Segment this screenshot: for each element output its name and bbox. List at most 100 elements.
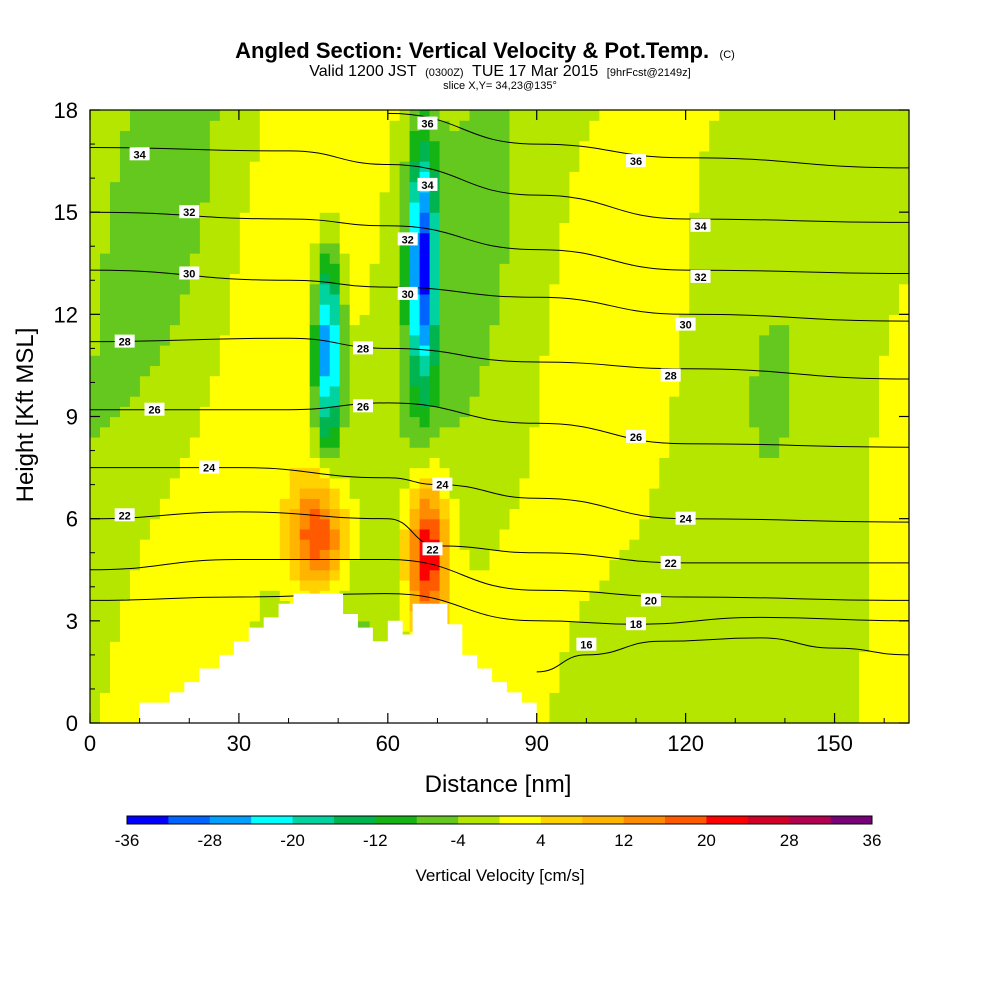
velocity-cell xyxy=(189,171,201,183)
velocity-cell xyxy=(609,498,620,510)
velocity-cell xyxy=(279,355,291,367)
velocity-cell xyxy=(729,661,740,673)
velocity-cell xyxy=(719,253,730,264)
velocity-cell xyxy=(159,263,171,275)
velocity-cell xyxy=(189,508,201,520)
velocity-cell xyxy=(729,273,740,285)
velocity-cell xyxy=(279,528,291,540)
velocity-cell xyxy=(839,641,850,653)
velocity-cell xyxy=(709,396,720,407)
velocity-cell xyxy=(499,120,511,132)
contour-label-text: 22 xyxy=(426,544,438,556)
velocity-cell xyxy=(529,406,541,418)
velocity-cell xyxy=(869,355,880,367)
velocity-cell xyxy=(729,120,740,132)
velocity-cell xyxy=(749,702,760,714)
velocity-cell xyxy=(699,620,710,632)
velocity-cell xyxy=(849,406,860,418)
velocity-cell xyxy=(789,702,800,714)
velocity-cell xyxy=(479,488,491,499)
velocity-cell xyxy=(499,222,511,234)
velocity-cell xyxy=(569,416,580,428)
velocity-cell xyxy=(279,324,291,336)
velocity-cell xyxy=(819,191,830,203)
velocity-cell xyxy=(149,671,161,683)
velocity-cell xyxy=(719,130,730,142)
velocity-cell xyxy=(849,191,860,203)
velocity-cell xyxy=(619,406,630,418)
velocity-cell xyxy=(719,467,730,479)
velocity-cell xyxy=(149,324,161,336)
velocity-cell xyxy=(779,232,790,244)
velocity-cell xyxy=(279,396,291,407)
velocity-cell xyxy=(199,171,211,183)
contour-label: 24 xyxy=(199,460,220,475)
velocity-cell xyxy=(199,569,211,581)
velocity-cell xyxy=(399,600,411,612)
velocity-cell xyxy=(659,355,670,367)
velocity-cell xyxy=(609,528,620,540)
velocity-cell xyxy=(839,569,850,581)
velocity-cell xyxy=(329,273,341,285)
velocity-cell xyxy=(569,569,580,581)
velocity-cell xyxy=(769,508,780,520)
velocity-cell xyxy=(579,416,590,428)
velocity-cell xyxy=(699,416,710,428)
velocity-cell xyxy=(249,579,261,591)
velocity-cell xyxy=(419,416,431,428)
velocity-cell xyxy=(419,201,431,213)
velocity-cell xyxy=(849,579,860,591)
velocity-cell xyxy=(259,396,271,407)
velocity-cell xyxy=(599,355,610,367)
velocity-cell xyxy=(689,579,700,591)
velocity-cell xyxy=(299,528,311,540)
velocity-cell xyxy=(799,631,810,642)
velocity-cell xyxy=(519,263,531,275)
velocity-cell xyxy=(729,355,740,367)
velocity-cell xyxy=(889,702,900,714)
velocity-cell xyxy=(319,130,331,142)
velocity-cell xyxy=(809,692,820,704)
velocity-cell xyxy=(329,304,341,315)
velocity-cell xyxy=(899,457,910,469)
velocity-cell xyxy=(279,304,291,315)
velocity-cell xyxy=(849,222,860,234)
contour-label: 22 xyxy=(422,542,443,556)
velocity-cell xyxy=(329,549,341,561)
contour-label: 26 xyxy=(144,402,165,417)
velocity-cell xyxy=(809,610,820,622)
velocity-cell xyxy=(169,365,181,377)
velocity-cell xyxy=(129,212,141,223)
velocity-cell xyxy=(849,416,860,428)
velocity-cell xyxy=(209,436,221,448)
velocity-cell xyxy=(709,447,720,458)
velocity-cell xyxy=(849,324,860,336)
velocity-cell xyxy=(749,569,760,581)
velocity-cell xyxy=(589,120,600,132)
velocity-cell xyxy=(439,222,451,234)
velocity-cell xyxy=(389,171,401,183)
velocity-cell xyxy=(319,508,331,520)
velocity-cell xyxy=(689,549,700,561)
velocity-cell xyxy=(649,539,660,550)
velocity-cell xyxy=(269,365,281,377)
velocity-cell xyxy=(449,293,461,305)
velocity-cell xyxy=(539,304,551,315)
velocity-cell xyxy=(169,222,181,234)
velocity-cell xyxy=(389,355,401,367)
velocity-cell xyxy=(239,191,251,203)
contour-label: 22 xyxy=(114,508,135,522)
velocity-cell xyxy=(659,477,670,489)
velocity-cell xyxy=(139,569,151,581)
velocity-cell xyxy=(859,559,870,571)
velocity-cell xyxy=(569,324,580,336)
velocity-cell xyxy=(659,610,670,622)
velocity-cell xyxy=(809,671,820,683)
velocity-cell xyxy=(479,406,491,418)
velocity-cell xyxy=(119,273,131,285)
velocity-cell xyxy=(539,334,551,346)
velocity-cell xyxy=(289,130,301,142)
velocity-cell xyxy=(809,712,820,724)
velocity-cell xyxy=(829,620,840,632)
velocity-cell xyxy=(139,528,151,540)
